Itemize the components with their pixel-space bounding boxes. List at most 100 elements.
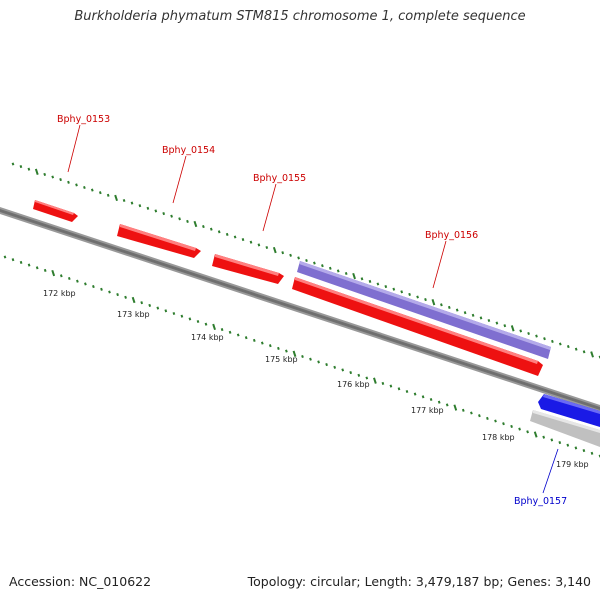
outer-minor-tick xyxy=(400,290,404,294)
inner-minor-tick xyxy=(526,430,529,434)
inner-minor-tick xyxy=(92,285,95,289)
outer-minor-tick xyxy=(551,339,554,343)
outer-minor-tick xyxy=(479,316,483,320)
outer-minor-tick xyxy=(11,162,15,166)
outer-minor-tick xyxy=(543,337,546,341)
inner-minor-tick xyxy=(19,260,23,264)
inner-minor-tick xyxy=(429,397,433,402)
outer-minor-tick xyxy=(440,303,443,307)
scale-labels: 172 kbp 173 kbp 174 kbp 175 kbp 176 kbp … xyxy=(43,289,589,469)
outer-minor-tick xyxy=(217,230,221,234)
cds-feature-bphy-0157[interactable] xyxy=(538,394,600,427)
inner-minor-tick xyxy=(260,341,264,345)
inner-minor-tick xyxy=(100,287,103,291)
inner-major-tick xyxy=(453,404,458,411)
outer-minor-tick xyxy=(154,209,158,213)
outer-minor-tick xyxy=(51,175,55,179)
outer-major-tick xyxy=(114,194,118,202)
outer-minor-tick xyxy=(27,167,31,171)
gene-feature-bphy-0153[interactable] xyxy=(33,200,78,222)
inner-minor-tick xyxy=(510,424,513,428)
inner-minor-tick xyxy=(437,400,441,404)
inner-minor-tick xyxy=(333,365,337,369)
inner-minor-tick xyxy=(309,357,312,361)
outer-major-tick xyxy=(510,325,515,332)
gene-feature-bphy-0154[interactable] xyxy=(117,224,201,258)
inner-minor-tick xyxy=(196,319,200,324)
inner-major-tick xyxy=(51,269,56,277)
inner-minor-tick xyxy=(325,363,328,367)
inner-minor-tick xyxy=(27,263,31,267)
inner-minor-tick xyxy=(566,443,570,447)
outer-minor-tick xyxy=(106,193,110,197)
cds-feature-bphy-0156[interactable] xyxy=(297,261,551,359)
gene-feature-bphy-0155[interactable] xyxy=(212,254,284,284)
outer-minor-tick xyxy=(75,183,78,187)
inner-minor-tick xyxy=(317,360,320,364)
outer-minor-tick xyxy=(19,165,23,169)
gene-label-bphy-0153[interactable]: Bphy_0153 xyxy=(57,114,110,125)
outer-minor-tick xyxy=(241,238,245,242)
scale-label-179: 179 kbp xyxy=(556,460,589,469)
outer-minor-tick xyxy=(257,243,261,247)
inner-minor-tick xyxy=(285,349,288,353)
outer-tick-ring xyxy=(11,162,600,359)
outer-minor-tick xyxy=(598,355,600,359)
outer-minor-tick xyxy=(313,261,316,265)
inner-minor-tick xyxy=(582,449,586,453)
outer-major-tick xyxy=(34,168,39,175)
outer-major-tick xyxy=(193,220,198,228)
inner-major-tick xyxy=(212,323,216,331)
gene-label-bphy-0155[interactable]: Bphy_0155 xyxy=(253,173,306,184)
inner-minor-tick xyxy=(574,446,578,450)
inner-minor-tick xyxy=(558,441,562,445)
outer-minor-tick xyxy=(416,295,419,299)
inner-minor-tick xyxy=(518,427,521,431)
outer-minor-tick xyxy=(566,345,570,349)
inner-minor-tick xyxy=(268,344,272,348)
inner-minor-tick xyxy=(486,416,489,420)
inner-minor-tick xyxy=(59,274,63,278)
outer-minor-tick xyxy=(535,334,538,338)
outer-minor-tick xyxy=(471,313,475,317)
outer-minor-tick xyxy=(186,219,189,223)
gene-label-bphy-0154[interactable]: Bphy_0154 xyxy=(162,145,215,156)
outer-minor-tick xyxy=(249,240,253,244)
outer-major-tick xyxy=(272,246,277,254)
outer-minor-tick xyxy=(297,256,300,260)
outer-minor-tick xyxy=(424,298,427,302)
outer-minor-tick xyxy=(90,188,94,192)
inner-minor-tick xyxy=(124,295,127,299)
inner-minor-tick xyxy=(542,435,546,439)
inner-major-tick xyxy=(131,296,136,304)
gene-feature-bphy-0157[interactable] xyxy=(530,410,600,447)
inner-minor-tick xyxy=(421,395,425,399)
inner-major-tick xyxy=(292,350,297,357)
gene-label-bphy-0157[interactable]: Bphy_0157 xyxy=(514,496,567,507)
gene-label-bphy-0156[interactable]: Bphy_0156 xyxy=(425,230,478,241)
inner-minor-tick xyxy=(35,266,39,270)
scale-label-176: 176 kbp xyxy=(337,380,370,389)
gene-feature-bphy-0156[interactable] xyxy=(292,277,543,376)
inner-minor-tick xyxy=(148,303,152,307)
outer-minor-tick xyxy=(447,305,451,309)
outer-minor-tick xyxy=(503,324,507,328)
inner-tick-ring xyxy=(3,255,600,458)
inner-minor-tick xyxy=(598,454,600,458)
outer-minor-tick xyxy=(392,287,396,291)
outer-minor-tick xyxy=(146,206,150,210)
outer-minor-tick xyxy=(463,311,467,315)
outer-minor-tick xyxy=(59,178,62,182)
outer-minor-tick xyxy=(574,347,578,351)
inner-minor-tick xyxy=(478,414,481,418)
outer-minor-tick xyxy=(336,269,340,273)
outer-minor-tick xyxy=(209,227,213,231)
outer-minor-tick xyxy=(408,292,411,296)
outer-minor-tick xyxy=(122,198,126,203)
outer-minor-tick xyxy=(487,318,491,323)
outer-minor-tick xyxy=(43,172,47,176)
scale-label-175: 175 kbp xyxy=(265,355,298,364)
inner-minor-tick xyxy=(172,311,176,316)
inner-minor-tick xyxy=(502,422,505,426)
